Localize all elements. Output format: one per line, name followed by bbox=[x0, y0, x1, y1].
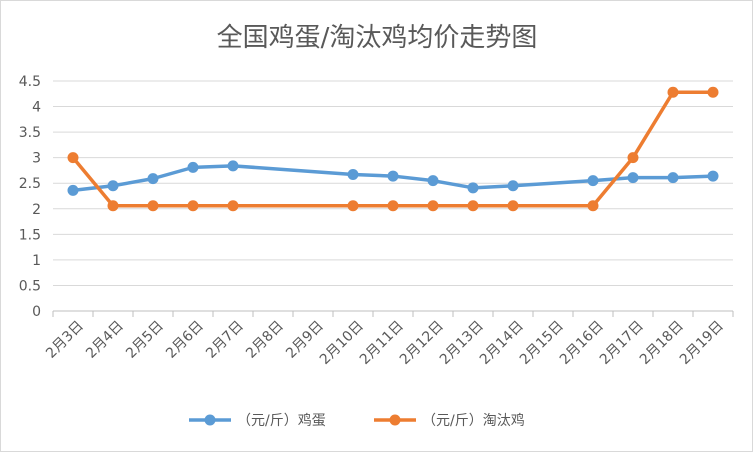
data-point bbox=[347, 200, 359, 212]
data-point bbox=[187, 200, 199, 212]
y-tick-label: 3.5 bbox=[19, 125, 41, 141]
x-tick-label: 2月4日 bbox=[83, 318, 127, 362]
data-point bbox=[507, 200, 519, 212]
data-point bbox=[387, 200, 399, 212]
data-point bbox=[587, 175, 599, 187]
data-point bbox=[467, 182, 479, 194]
data-point bbox=[67, 184, 79, 196]
data-point bbox=[467, 200, 479, 212]
data-point bbox=[67, 152, 79, 164]
x-tick-label: 2月19日 bbox=[677, 318, 727, 368]
data-point bbox=[427, 175, 439, 187]
data-point bbox=[147, 200, 159, 212]
data-point bbox=[227, 200, 239, 212]
x-tick-label: 2月3日 bbox=[43, 318, 87, 362]
y-tick-label: 4.5 bbox=[19, 74, 41, 90]
series-line bbox=[72, 164, 714, 193]
data-point bbox=[507, 180, 519, 192]
data-point bbox=[227, 160, 239, 172]
legend-item: （元/斤）淘汰鸡 bbox=[374, 412, 525, 429]
legend-marker bbox=[204, 414, 216, 426]
y-tick-label: 1.5 bbox=[19, 227, 41, 243]
y-tick-label: 2 bbox=[32, 202, 41, 218]
y-tick-label: 1 bbox=[32, 253, 41, 269]
series-line bbox=[71, 90, 713, 208]
data-point bbox=[627, 172, 639, 184]
data-point bbox=[107, 200, 119, 212]
series-2 bbox=[67, 86, 719, 212]
data-point bbox=[587, 200, 599, 212]
data-point bbox=[147, 173, 159, 185]
x-tick-label: 2月6日 bbox=[163, 318, 207, 362]
x-tick-label: 2月8日 bbox=[243, 318, 287, 362]
legend-marker bbox=[389, 414, 401, 426]
x-tick-label: 2月5日 bbox=[123, 318, 167, 362]
legend-item: （元/斤）鸡蛋 bbox=[189, 412, 326, 429]
series-lines bbox=[67, 86, 719, 212]
legend: （元/斤）鸡蛋 （元/斤）淘汰鸡 bbox=[189, 412, 525, 429]
data-point bbox=[667, 86, 679, 98]
y-tick-label: 2.5 bbox=[19, 176, 41, 192]
y-tick-label: 0.5 bbox=[19, 278, 41, 294]
x-tick-label: 2月7日 bbox=[203, 318, 247, 362]
legend-label: （元/斤）淘汰鸡 bbox=[422, 412, 525, 429]
data-point bbox=[187, 161, 199, 173]
data-point bbox=[707, 86, 719, 98]
chart-title: 全国鸡蛋/淘汰鸡均价走势图 bbox=[217, 23, 538, 53]
gridlines bbox=[53, 80, 733, 286]
y-tick-label: 4 bbox=[32, 100, 41, 116]
data-point bbox=[627, 152, 639, 164]
data-point bbox=[387, 170, 399, 182]
axes: 0 0.5 1 1.5 2 2.5 3 3.5 4 4.5 2月3日2月4日2月5日2月6日2月7日… bbox=[19, 74, 734, 368]
data-point bbox=[427, 200, 439, 212]
data-point bbox=[707, 170, 719, 182]
data-point bbox=[347, 169, 359, 181]
y-tick-label: 3 bbox=[32, 151, 41, 167]
y-tick-label: 0 bbox=[32, 304, 41, 320]
series-1 bbox=[67, 160, 719, 196]
legend-label: （元/斤）鸡蛋 bbox=[237, 412, 326, 429]
data-point bbox=[107, 180, 119, 192]
data-point bbox=[667, 172, 679, 184]
